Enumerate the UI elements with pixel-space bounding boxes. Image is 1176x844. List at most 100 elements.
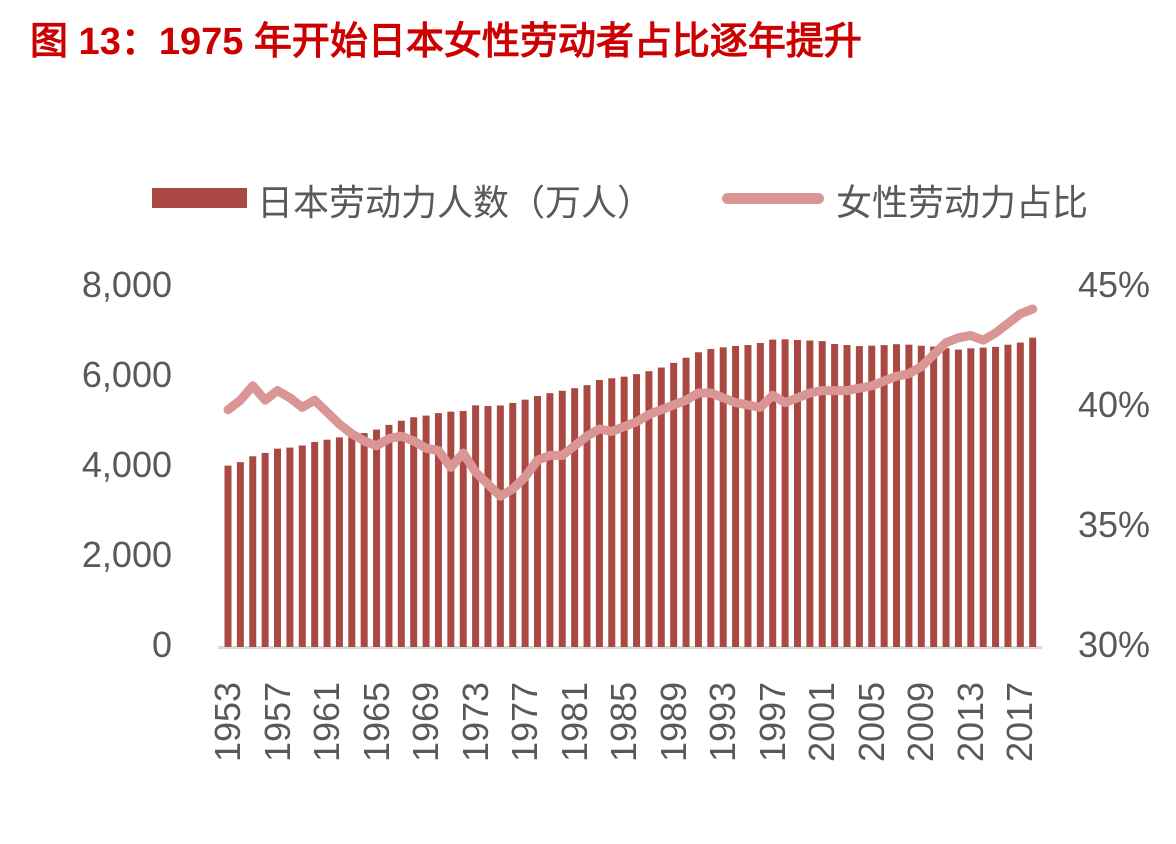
bar-1975 [496, 405, 504, 647]
bar-2017 [1016, 342, 1024, 647]
x-axis-tick-1957: 1957 [256, 681, 298, 763]
bar-1953 [224, 465, 232, 647]
bar-1957 [274, 448, 282, 647]
bar-2007 [893, 344, 901, 647]
bar-1981 [571, 388, 579, 647]
bar-1970 [434, 413, 442, 647]
bar-1965 [373, 429, 381, 647]
bar-1990 [682, 357, 690, 647]
bar-2018 [1029, 337, 1037, 647]
bar-2009 [917, 345, 925, 647]
bar-legend-label: 日本劳动力人数（万人） [257, 182, 654, 223]
bar-1979 [546, 393, 554, 647]
bar-1960 [311, 442, 319, 647]
x-axis-tick-1997: 1997 [751, 681, 793, 763]
right-axis-tick-45: 45% [1078, 264, 1151, 305]
x-axis-tick-2013: 2013 [949, 681, 991, 763]
x-axis-tick-1961: 1961 [306, 681, 348, 763]
bar-1988 [657, 367, 665, 647]
bar-1967 [397, 420, 405, 647]
line-legend-label: 女性劳动力占比 [836, 182, 1089, 223]
bar-1982 [583, 385, 591, 647]
left-axis-tick-8000: 8,000 [81, 264, 172, 305]
x-axis-tick-2009: 2009 [900, 681, 942, 763]
line-legend-swatch [722, 193, 824, 204]
x-axis-tick-1989: 1989 [652, 681, 694, 763]
bar-1955 [249, 456, 257, 647]
bar-1987 [645, 371, 653, 647]
x-axis-tick-1953: 1953 [207, 681, 248, 763]
bar-2011 [942, 348, 950, 647]
bar-2010 [930, 346, 938, 647]
bar-1974 [484, 406, 492, 647]
x-axis-tick-1985: 1985 [603, 681, 645, 763]
bar-1984 [608, 378, 616, 647]
bar-2016 [1004, 344, 1012, 647]
bar-2000 [806, 340, 814, 647]
bar-1993 [719, 347, 727, 647]
bar-1986 [633, 374, 641, 647]
bar-2001 [818, 341, 826, 647]
bar-1980 [558, 390, 566, 647]
x-axis-tick-1965: 1965 [355, 681, 397, 763]
x-axis-tick-2005: 2005 [850, 681, 892, 763]
x-axis-line [218, 646, 1042, 649]
bar-1977 [521, 399, 529, 647]
x-axis-tick-1993: 1993 [702, 681, 744, 763]
bar-1991 [694, 352, 702, 647]
bar-1995 [744, 345, 752, 647]
bar-1961 [323, 439, 331, 647]
x-axis-tick-1969: 1969 [405, 681, 447, 763]
right-axis-tick-30: 30% [1078, 624, 1151, 665]
x-axis-tick-2001: 2001 [801, 681, 843, 763]
bar-1962 [335, 437, 343, 647]
bar-2002 [831, 344, 839, 647]
bar-1989 [670, 362, 678, 647]
bar-1966 [385, 424, 393, 647]
bar-2005 [868, 345, 876, 647]
x-axis-tick-1973: 1973 [454, 681, 496, 763]
bar-1996 [756, 343, 764, 647]
bar-1983 [595, 380, 603, 647]
bar-1997 [769, 339, 777, 647]
bar-2006 [880, 345, 888, 647]
bar-1992 [707, 348, 715, 647]
left-axis-tick-6000: 6,000 [81, 354, 172, 395]
left-axis-tick-0: 0 [151, 624, 172, 665]
bar-2008 [905, 344, 913, 647]
bar-legend-swatch [152, 188, 247, 208]
right-axis-tick-35: 35% [1078, 504, 1151, 545]
bar-1958 [286, 447, 294, 647]
bar-2012 [954, 349, 962, 647]
bar-1976 [509, 402, 517, 647]
bar-2004 [855, 346, 863, 647]
bar-1954 [236, 462, 244, 647]
bar-1956 [261, 452, 269, 647]
bar-1973 [472, 405, 480, 647]
bar-1969 [422, 415, 430, 647]
left-axis-tick-4000: 4,000 [81, 444, 172, 485]
bar-1978 [534, 396, 541, 647]
bar-1998 [781, 339, 789, 647]
bar-1971 [447, 411, 455, 647]
bar-1959 [298, 445, 306, 647]
bar-1985 [620, 376, 628, 647]
bar-2013 [967, 348, 975, 647]
figure-title: 图 13：1975 年开始日本女性劳动者占比逐年提升 [30, 21, 862, 63]
x-axis-tick-1981: 1981 [553, 681, 595, 763]
left-axis-tick-2000: 2,000 [81, 534, 172, 575]
bar-1968 [410, 417, 418, 647]
bar-1964 [360, 433, 368, 647]
bar-2014 [979, 347, 987, 647]
bar-1994 [732, 345, 740, 647]
x-axis-tick-2017: 2017 [999, 681, 1041, 763]
bar-1963 [348, 435, 356, 647]
bar-2003 [843, 345, 851, 647]
bar-1999 [793, 339, 801, 647]
right-axis-tick-40: 40% [1078, 384, 1151, 425]
female-share-line [223, 304, 1038, 501]
bar-2015 [992, 346, 1000, 648]
x-axis-tick-1977: 1977 [504, 681, 546, 763]
